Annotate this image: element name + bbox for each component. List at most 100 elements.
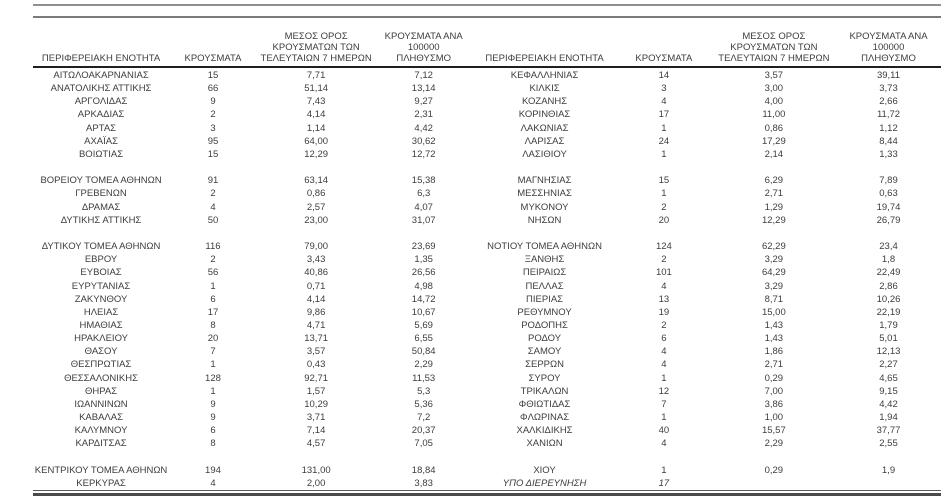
cell-per100k: 37,77 <box>876 425 901 437</box>
cell-per100k: 0,63 <box>879 188 898 200</box>
cell-name: ΦΘΙΩΤΙΔΑΣ <box>518 398 571 410</box>
cell-per100k: 20,37 <box>411 425 436 437</box>
column-header-avg7: ΜΕΣΟΣ ΟΡΟΣ ΚΡΟΥΣΜΑΤΩΝ ΤΩΝ ΤΕΛΕΥΤΑΙΩΝ 7 Η… <box>718 31 830 64</box>
cell-name: ΤΡΙΚΑΛΩΝ <box>520 385 569 397</box>
cell-name: ΧΑΛΚΙΔΙΚΗΣ <box>516 425 573 437</box>
cell-name: ΝΗΣΩΝ <box>527 214 562 226</box>
cell-cases: 4 <box>210 477 216 489</box>
cell-name: ΕΥΒΟΙΑΣ <box>80 267 122 279</box>
cell-avg7: 64,00 <box>304 135 329 147</box>
cell-cases: 1 <box>661 122 667 134</box>
cell-per100k: 2,55 <box>879 438 898 450</box>
cell-per100k: 18,84 <box>411 464 436 476</box>
cell-name: ΡΕΘΥΜΝΟΥ <box>517 306 572 318</box>
cell-name: ΛΑΣΙΘΙΟΥ <box>522 148 567 160</box>
cell-cases: 2 <box>210 254 216 266</box>
table-row: ΞΑΝΘΗΣ 2 3,29 1,8 <box>472 253 940 266</box>
table-row: ΚΟΖΑΝΗΣ 4 4,00 2,66 <box>472 95 940 108</box>
cell-name: ΗΛΕΙΑΣ <box>83 306 119 318</box>
cell-per100k: 1,94 <box>879 412 898 424</box>
cell-cases: 6 <box>210 425 216 437</box>
cell-per100k: 3,73 <box>879 83 898 95</box>
cell-per100k: 10,67 <box>411 306 436 318</box>
table-row: ΑΡΓΟΛΙΔΑΣ 9 7,43 9,27 <box>33 95 472 108</box>
regional-table-right: ΠΕΡΙΦΕΡΕΙΑΚΗ ΕΝΟΤΗΤΑ ΚΡΟΥΣΜΑΤΑ ΜΕΣΟΣ ΟΡΟΣ … <box>472 21 940 490</box>
cell-avg7: 2,71 <box>764 359 784 371</box>
cell-avg7: 63,14 <box>304 175 329 187</box>
cell-cases: 2 <box>210 188 216 200</box>
cell-avg7: 131,00 <box>301 464 331 476</box>
cell-avg7: 3,86 <box>764 398 784 410</box>
table-row: ΠΙΕΡΙΑΣ 13 8,71 10,26 <box>472 293 940 306</box>
cell-cases: 4 <box>210 201 216 213</box>
cell-per100k: 4,98 <box>414 280 433 292</box>
regional-table-left: ΠΕΡΙΦΕΡΕΙΑΚΗ ΕΝΟΤΗΤΑ ΚΡΟΥΣΜΑΤΑ ΜΕΣΟΣ ΟΡΟΣ … <box>33 21 472 490</box>
table-row: ΜΑΓΝΗΣΙΑΣ 15 6,29 7,89 <box>472 174 940 187</box>
cell-avg7: 15,57 <box>761 425 786 437</box>
cell-per100k: 9,15 <box>879 385 898 397</box>
cell-avg7: 0,71 <box>306 280 326 292</box>
cell-name: ΠΕΙΡΑΙΩΣ <box>522 267 567 279</box>
table-row: ΑΝΑΤΟΛΙΚΗΣ ΑΤΤΙΚΗΣ 66 51,14 13,14 <box>33 82 472 95</box>
cell-cases: 1 <box>210 359 216 371</box>
cell-avg7: 17,29 <box>761 135 786 147</box>
cell-per100k: 11,72 <box>876 109 901 121</box>
cell-cases: 14 <box>658 70 670 81</box>
table-row: ΗΡΑΚΛΕΙΟΥ 20 13,71 6,55 <box>33 332 472 345</box>
cell-cases: 56 <box>207 267 219 279</box>
cell-name: ΚΕΦΑΛΛΗΝΙΑΣ <box>510 70 579 81</box>
cell-cases: 17 <box>207 306 219 318</box>
table-row: ΥΠΟ ΔΙΕΡΕΥΝΗΣΗ 17 <box>472 477 940 490</box>
cell-per100k: 7,89 <box>879 175 898 187</box>
cell-name: ΘΑΣΟΥ <box>84 346 118 358</box>
table-row: ΓΡΕΒΕΝΩΝ 2 0,86 6,3 <box>33 187 472 200</box>
cell-name: ΣΑΜΟΥ <box>527 346 562 358</box>
cell-per100k: 11,53 <box>412 372 436 384</box>
table-row: ΒΟΙΩΤΙΑΣ 15 12,29 12,72 <box>33 148 472 161</box>
cell-name: ΑΝΑΤΟΛΙΚΗΣ ΑΤΤΙΚΗΣ <box>50 83 152 95</box>
cell-avg7: 4,14 <box>306 293 326 305</box>
cell-avg7: 23,00 <box>304 214 329 226</box>
cell-avg7: 11,00 <box>762 109 786 121</box>
bottom-rule-thin <box>33 490 941 491</box>
cell-per100k: 6,55 <box>414 333 433 345</box>
cell-name: ΙΩΑΝΝΙΝΩΝ <box>74 398 128 410</box>
table-row: ΣΑΜΟΥ 4 1,86 12,13 <box>472 345 940 358</box>
table-row: ΘΗΡΑΣ 1 1,57 5,3 <box>33 385 472 398</box>
cell-cases: 3 <box>210 122 216 134</box>
cell-name: ΜΥΚΟΝΟΥ <box>520 201 569 213</box>
table-row: ΚΕΝΤΡΙΚΟΥ ΤΟΜΕΑ ΑΘΗΝΩΝ 194 131,00 18,84 <box>33 464 472 477</box>
group-spacer <box>472 451 940 464</box>
cell-name: ΘΕΣΣΑΛΟΝΙΚΗΣ <box>64 372 138 384</box>
cell-name: ΞΑΝΘΗΣ <box>524 254 565 266</box>
cell-per100k: 14,72 <box>411 293 436 305</box>
cell-cases: 4 <box>661 280 667 292</box>
table-row: ΠΕΛΛΑΣ 4 3,29 2,86 <box>472 280 940 293</box>
cell-per100k: 7,12 <box>414 70 433 81</box>
cell-per100k: 13,14 <box>411 83 436 95</box>
cell-avg7: 0,86 <box>306 188 326 200</box>
cell-name: ΠΕΛΛΑΣ <box>525 280 564 292</box>
cell-name: ΔΥΤΙΚΟΥ ΤΟΜΕΑ ΑΘΗΝΩΝ <box>41 241 161 253</box>
table-row: ΚΟΡΙΝΘΙΑΣ 17 11,00 11,72 <box>472 108 940 121</box>
table-row: ΑΡΤΑΣ 3 1,14 4,42 <box>33 122 472 135</box>
cell-per100k: 26,56 <box>411 267 436 279</box>
cell-per100k: 30,62 <box>411 135 436 147</box>
cell-name: ΛΑΡΙΣΑΣ <box>524 135 565 147</box>
cell-per100k: 1,33 <box>879 148 898 160</box>
cell-cases: 2 <box>661 254 667 266</box>
cell-cases: 4 <box>661 96 667 108</box>
table-row: ΘΕΣΠΡΩΤΙΑΣ 1 0,43 2,29 <box>33 358 472 371</box>
cell-per100k: 7,05 <box>414 438 433 450</box>
cell-per100k: 2,27 <box>879 359 898 371</box>
cell-avg7: 2,71 <box>764 188 784 200</box>
cell-avg7: 1,00 <box>764 412 784 424</box>
cell-name: ΘΗΡΑΣ <box>84 385 118 397</box>
cell-avg7: 13,71 <box>304 333 329 345</box>
cell-avg7: 0,29 <box>764 464 784 476</box>
cell-cases: 20 <box>658 214 670 226</box>
cell-avg7: 4,14 <box>306 109 326 121</box>
table-row: ΖΑΚΥΝΘΟΥ 6 4,14 14,72 <box>33 293 472 306</box>
table-row: ΕΒΡΟΥ 2 3,43 1,35 <box>33 253 472 266</box>
cell-cases: 4 <box>661 346 667 358</box>
